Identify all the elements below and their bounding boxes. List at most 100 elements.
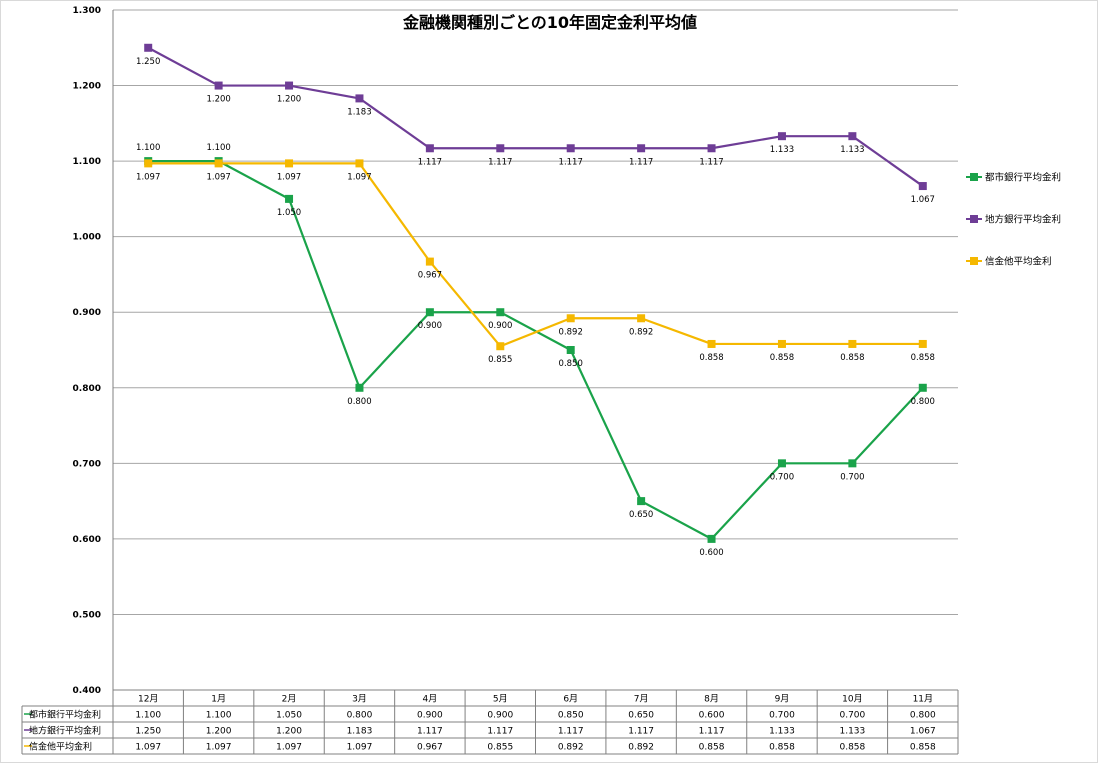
- data-point: [496, 144, 505, 153]
- data-point: [144, 43, 153, 52]
- table-cell: 0.700: [769, 711, 795, 721]
- legend-label: 信金他平均金利: [985, 256, 1052, 268]
- chart-title: 金融機関種別ごとの10年固定金利平均値: [402, 13, 697, 32]
- data-point: [707, 534, 716, 543]
- data-point: [144, 159, 153, 168]
- x-category-label: 1月: [211, 694, 226, 705]
- data-point: [425, 257, 434, 266]
- table-cell: 0.858: [839, 743, 865, 753]
- y-tick-label: 0.800: [73, 384, 101, 394]
- y-tick-label: 1.100: [73, 157, 101, 167]
- series-line: [148, 162, 923, 348]
- data-label: 1.133: [840, 145, 864, 155]
- x-category-label: 7月: [634, 694, 649, 705]
- data-point: [566, 346, 575, 354]
- table-series-name: 都市銀行平均金利: [29, 709, 101, 721]
- x-category-label: 3月: [352, 694, 367, 705]
- table-cell: 1.100: [206, 711, 232, 721]
- data-point: [707, 339, 716, 348]
- legend-marker: [970, 257, 978, 265]
- data-label: 1.133: [770, 145, 794, 155]
- table-cell: 0.900: [487, 711, 513, 721]
- table-cell: 0.858: [699, 743, 725, 753]
- data-point: [777, 132, 786, 141]
- data-label: 0.855: [488, 355, 512, 365]
- x-category-label: 5月: [493, 694, 508, 705]
- table-cell: 1.133: [769, 727, 795, 737]
- legend-label: 地方銀行平均金利: [985, 214, 1061, 226]
- data-point: [355, 159, 364, 168]
- data-label: 1.200: [277, 95, 301, 105]
- x-category-label: 8月: [704, 694, 719, 705]
- data-label: 1.117: [699, 157, 723, 167]
- table-cell: 0.800: [347, 711, 373, 721]
- data-label: 0.900: [488, 321, 512, 331]
- y-tick-label: 1.300: [73, 6, 101, 16]
- data-label: 1.100: [206, 143, 230, 153]
- x-category-label: 2月: [282, 694, 297, 705]
- gridlines: [113, 9, 958, 691]
- table-cell: 0.892: [628, 743, 654, 753]
- y-tick-label: 1.200: [73, 82, 101, 92]
- data-point: [496, 342, 505, 351]
- table-cell: 1.183: [347, 727, 373, 737]
- table-cell: 1.097: [206, 743, 232, 753]
- table-cell: 1.117: [487, 727, 513, 737]
- data-point: [285, 194, 294, 203]
- data-label: 0.858: [911, 353, 935, 363]
- table-cell: 0.892: [558, 743, 584, 753]
- table-cell: 0.858: [910, 743, 936, 753]
- data-label: 1.050: [277, 208, 301, 218]
- table-cell: 0.650: [628, 711, 654, 721]
- data-point: [637, 144, 646, 153]
- table-cell: 1.097: [347, 743, 373, 753]
- data-point: [918, 383, 927, 392]
- series-layer: [144, 43, 927, 543]
- y-tick-label: 0.700: [73, 459, 101, 469]
- table-cell: 0.858: [769, 743, 795, 753]
- data-label: 1.117: [418, 157, 442, 167]
- table-cell: 1.250: [135, 727, 161, 737]
- y-tick-label: 1.000: [73, 233, 101, 243]
- data-label: 0.900: [418, 321, 442, 331]
- data-point: [566, 144, 575, 153]
- data-label: 1.067: [911, 195, 935, 205]
- data-point: [777, 459, 786, 468]
- y-tick-label: 0.400: [73, 686, 101, 696]
- y-tick-label: 0.500: [73, 610, 101, 620]
- data-label: 0.858: [770, 353, 794, 363]
- data-label: 0.700: [840, 472, 864, 482]
- x-category-label: 10月: [842, 694, 862, 705]
- data-point: [566, 314, 575, 323]
- series-line: [148, 160, 924, 540]
- data-label: 1.097: [277, 172, 301, 182]
- legend-marker: [970, 173, 978, 181]
- y-axis: 0.400 0.500 0.600 0.700 0.800 0.900 1.000 1.100…: [73, 6, 114, 696]
- table-cell: 0.600: [699, 711, 725, 721]
- data-point: [285, 81, 294, 90]
- table-series-name: 地方銀行平均金利: [29, 725, 101, 737]
- table-cell: 0.900: [417, 711, 443, 721]
- data-label: 0.892: [629, 327, 653, 337]
- table-cell: 0.967: [417, 743, 443, 753]
- data-label: 1.117: [488, 157, 512, 167]
- table-cell: 1.117: [628, 727, 654, 737]
- table-cell: 1.097: [135, 743, 161, 753]
- data-label: 0.967: [418, 271, 442, 281]
- table-cell: 1.117: [558, 727, 584, 737]
- table-cell: 0.850: [558, 711, 584, 721]
- data-point: [425, 144, 434, 153]
- data-label: 0.600: [699, 548, 723, 558]
- data-label: 1.200: [206, 95, 230, 105]
- data-label: 1.117: [559, 157, 583, 167]
- data-point: [355, 383, 364, 392]
- data-label: 1.117: [629, 157, 653, 167]
- data-point: [707, 144, 716, 153]
- table-cell: 1.200: [276, 727, 302, 737]
- table-cell: 1.100: [135, 711, 161, 721]
- data-label: 0.858: [840, 353, 864, 363]
- data-point: [355, 94, 364, 103]
- table-cell: 1.097: [276, 743, 302, 753]
